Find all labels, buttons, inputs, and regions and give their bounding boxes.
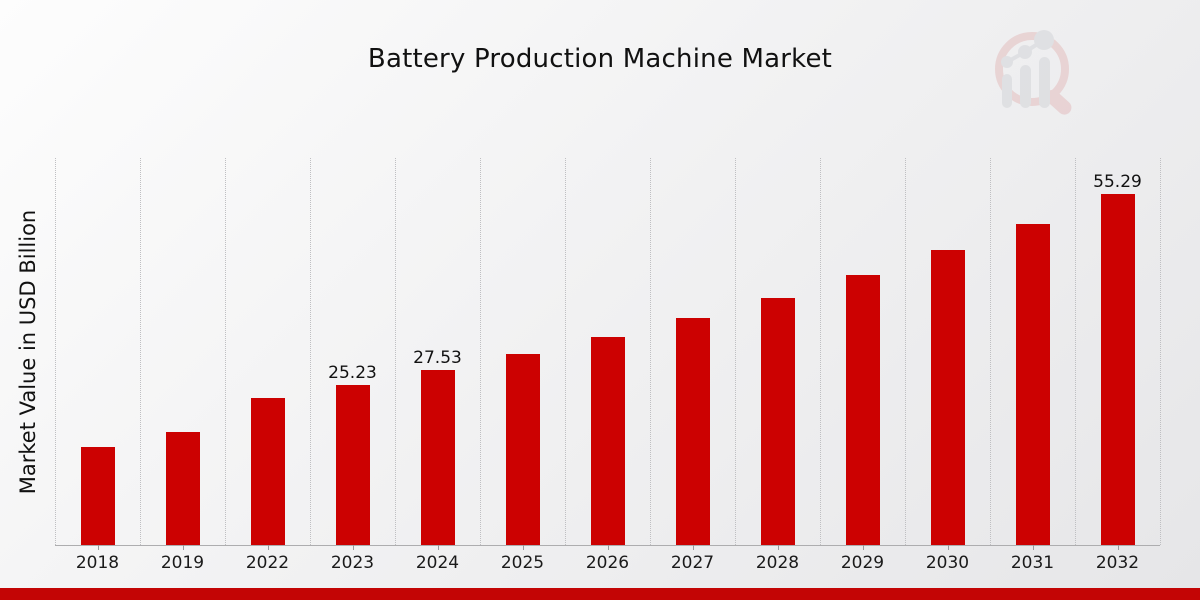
bar-value-label-2023: 25.23 [328,362,377,383]
vertical-gridline [905,158,906,545]
x-axis-tick [862,545,864,550]
x-axis-tick [182,545,184,550]
vertical-gridline [820,158,821,545]
magnifier-growth-chart-logo-icon [995,30,1072,115]
vertical-gridline [55,158,56,545]
x-axis-tick [522,545,524,550]
bar-2029 [845,275,880,545]
vertical-gridline [990,158,991,545]
x-tick-label-2022: 2022 [245,553,290,573]
bar-2019 [165,432,200,545]
vertical-gridline [650,158,651,545]
bar-2022 [250,398,285,545]
x-tick-label-2023: 2023 [330,553,375,573]
x-tick-label-2026: 2026 [585,553,630,573]
y-axis-label: Market Value in USD Billion [16,209,40,495]
x-axis-tick [777,545,779,550]
chart-title: Battery Production Machine Market [367,44,833,74]
x-tick-label-2031: 2031 [1010,553,1055,573]
bar-value-label-2032: 55.29 [1093,172,1142,193]
vertical-gridline [565,158,566,545]
x-axis-tick [607,545,609,550]
vertical-gridline [735,158,736,545]
x-tick-label-2029: 2029 [840,553,885,573]
bar-2023 [335,384,370,545]
vertical-gridline [140,158,141,545]
bar-2030 [930,250,965,545]
vertical-gridline [310,158,311,545]
vertical-gridline [395,158,396,545]
x-axis-tick [1032,545,1034,550]
x-axis-tick [97,545,99,550]
x-tick-label-2028: 2028 [755,553,800,573]
x-axis-tick [1117,545,1119,550]
x-tick-label-2024: 2024 [415,553,460,573]
vertical-gridline [480,158,481,545]
vertical-gridline [1160,158,1161,545]
bar-2025 [505,354,540,545]
x-tick-label-2030: 2030 [925,553,970,573]
x-tick-label-2025: 2025 [500,553,545,573]
bar-2018 [80,447,115,545]
x-axis-tick [947,545,949,550]
bar-2032 [1100,194,1135,545]
bar-2027 [675,318,710,545]
x-axis-tick [267,545,269,550]
bar-2026 [590,337,625,545]
x-axis-tick [692,545,694,550]
x-tick-label-2032: 2032 [1095,553,1140,573]
x-tick-label-2019: 2019 [160,553,205,573]
bar-chart-plot-area: 2018 2019 2022 25.23 2023 27.53 2024 2025 2026 20… [55,158,1161,573]
bar-value-label-2024: 27.53 [413,348,462,369]
bar-2031 [1015,223,1050,545]
x-tick-label-2018: 2018 [75,553,120,573]
vertical-gridline [1075,158,1076,545]
vertical-gridline [225,158,226,545]
x-axis-tick [437,545,439,550]
bar-2028 [760,297,795,545]
x-tick-label-2027: 2027 [670,553,715,573]
footer-accent-bar [0,588,1200,600]
bar-2024 [420,370,455,545]
x-axis-tick [352,545,354,550]
